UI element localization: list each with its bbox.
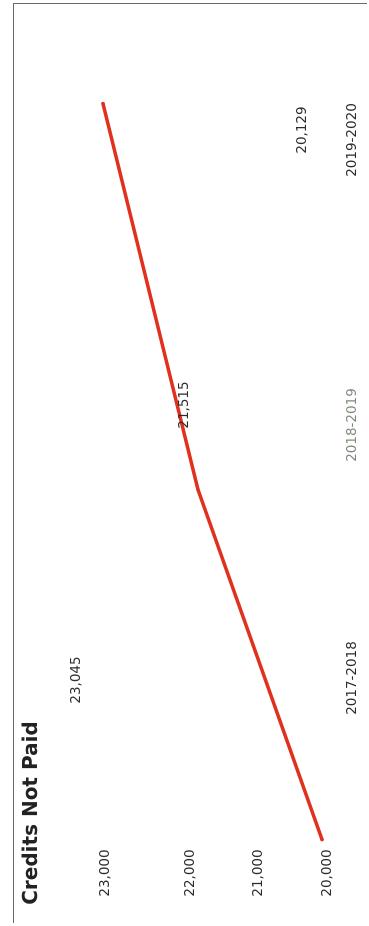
chart-title: Credits Not Paid — [18, 721, 42, 905]
data-point — [320, 837, 324, 842]
x-tick-label: 2018-2019 — [344, 388, 360, 462]
data-label: 23,045 — [68, 656, 84, 703]
y-tick-label: 22,000 — [182, 849, 198, 896]
plot-area: Credits Not Paid 20,000 21,000 22,000 23,000… — [18, 101, 360, 905]
y-tick-label: 20,000 — [319, 849, 335, 896]
series-line — [101, 101, 324, 842]
data-point — [101, 101, 105, 106]
data-point — [196, 487, 200, 492]
data-label: 20,129 — [294, 106, 310, 153]
y-tick-label: 23,000 — [97, 849, 113, 896]
data-label: 21,515 — [176, 381, 192, 428]
y-tick-label: 21,000 — [250, 849, 266, 896]
x-tick-label: 2017-2018 — [344, 641, 360, 715]
x-tick-label: 2019-2020 — [344, 103, 360, 177]
